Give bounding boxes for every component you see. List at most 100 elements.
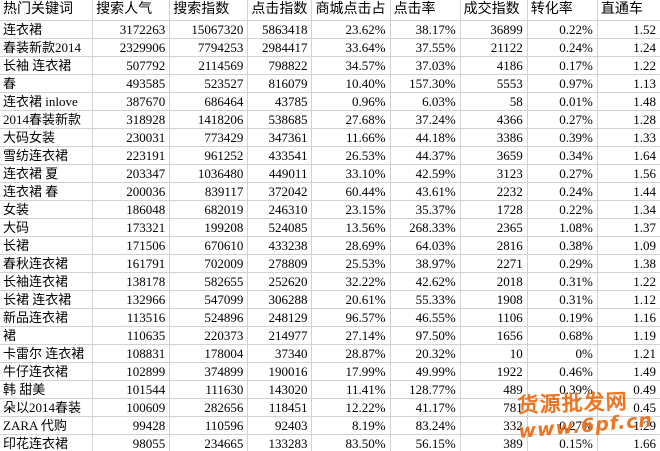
value-cell[interactable]: 0.22% xyxy=(526,20,598,39)
value-cell[interactable]: 773429 xyxy=(169,128,249,147)
keyword-cell[interactable]: 朵以2014春装 xyxy=(0,398,94,417)
value-cell[interactable]: 92403 xyxy=(247,416,313,435)
value-cell[interactable]: 0.27% xyxy=(526,416,598,435)
value-cell[interactable]: 2984417 xyxy=(247,38,313,57)
value-cell[interactable]: 10 xyxy=(459,344,528,363)
value-cell[interactable]: 268.33% xyxy=(389,218,461,237)
value-cell[interactable]: 200036 xyxy=(92,182,171,201)
value-cell[interactable]: 0.97% xyxy=(526,74,598,93)
value-cell[interactable]: 21122 xyxy=(459,38,528,57)
value-cell[interactable]: 839117 xyxy=(169,182,249,201)
value-cell[interactable]: 1.24 xyxy=(596,38,660,57)
value-cell[interactable]: 5553 xyxy=(459,74,528,93)
value-cell[interactable]: 1.56 xyxy=(596,164,660,183)
value-cell[interactable]: 26.53% xyxy=(311,146,391,165)
keyword-cell[interactable]: 大码 xyxy=(0,218,94,237)
value-cell[interactable]: 0.19% xyxy=(526,308,598,327)
value-cell[interactable]: 538685 xyxy=(247,110,313,129)
value-cell[interactable]: 2329906 xyxy=(92,38,171,57)
value-cell[interactable]: 100609 xyxy=(92,398,171,417)
value-cell[interactable]: 2816 xyxy=(459,236,528,255)
keyword-cell[interactable]: 雪纺连衣裙 xyxy=(0,146,94,165)
value-cell[interactable]: 0.96% xyxy=(311,92,391,111)
keyword-cell[interactable]: 春装新款2014 xyxy=(0,38,94,57)
value-cell[interactable]: 523527 xyxy=(169,74,249,93)
value-cell[interactable]: 34.57% xyxy=(311,56,391,75)
value-cell[interactable]: 33.64% xyxy=(311,38,391,57)
keyword-cell[interactable]: 新品连衣裙 xyxy=(0,308,94,327)
value-cell[interactable]: 11.66% xyxy=(311,128,391,147)
value-cell[interactable]: 214977 xyxy=(247,326,313,345)
keyword-cell[interactable]: 连衣裙 xyxy=(0,20,94,39)
value-cell[interactable]: 347361 xyxy=(247,128,313,147)
value-cell[interactable]: 0.45 xyxy=(596,398,660,417)
value-cell[interactable]: 702009 xyxy=(169,254,249,273)
value-cell[interactable]: 6.03% xyxy=(389,92,461,111)
column-header[interactable]: 搜索指数 xyxy=(169,0,249,21)
value-cell[interactable]: 230031 xyxy=(92,128,171,147)
value-cell[interactable]: 27.68% xyxy=(311,110,391,129)
value-cell[interactable]: 1.21 xyxy=(596,344,660,363)
value-cell[interactable]: 2114569 xyxy=(169,56,249,75)
value-cell[interactable]: 37.55% xyxy=(389,38,461,57)
value-cell[interactable]: 670610 xyxy=(169,236,249,255)
value-cell[interactable]: 98055 xyxy=(92,434,171,451)
value-cell[interactable]: 23.62% xyxy=(311,20,391,39)
value-cell[interactable]: 0.24% xyxy=(526,182,598,201)
value-cell[interactable]: 42.59% xyxy=(389,164,461,183)
value-cell[interactable]: 1922 xyxy=(459,362,528,381)
value-cell[interactable]: 1.34 xyxy=(596,200,660,219)
value-cell[interactable]: 1106 xyxy=(459,308,528,327)
value-cell[interactable]: 252620 xyxy=(247,272,313,291)
value-cell[interactable]: 110596 xyxy=(169,416,249,435)
value-cell[interactable]: 43.61% xyxy=(389,182,461,201)
value-cell[interactable]: 3659 xyxy=(459,146,528,165)
column-header[interactable]: 搜索人气 xyxy=(92,0,171,21)
value-cell[interactable]: 374899 xyxy=(169,362,249,381)
value-cell[interactable]: 64.03% xyxy=(389,236,461,255)
value-cell[interactable]: 332 xyxy=(459,416,528,435)
value-cell[interactable]: 17.99% xyxy=(311,362,391,381)
value-cell[interactable]: 0.39% xyxy=(526,380,598,399)
keyword-cell[interactable]: 春秋连衣裙 xyxy=(0,254,94,273)
value-cell[interactable]: 173321 xyxy=(92,218,171,237)
value-cell[interactable]: 113516 xyxy=(92,308,171,327)
value-cell[interactable]: 0.31% xyxy=(526,290,598,309)
value-cell[interactable]: 49.99% xyxy=(389,362,461,381)
value-cell[interactable]: 1.44 xyxy=(596,182,660,201)
value-cell[interactable]: 44.37% xyxy=(389,146,461,165)
value-cell[interactable]: 3386 xyxy=(459,128,528,147)
value-cell[interactable]: 0.31% xyxy=(526,272,598,291)
value-cell[interactable]: 0.01% xyxy=(526,92,598,111)
value-cell[interactable]: 37.24% xyxy=(389,110,461,129)
value-cell[interactable]: 1.12 xyxy=(596,290,660,309)
keyword-cell[interactable]: 韩 甜美 xyxy=(0,380,94,399)
keyword-cell[interactable]: 春 xyxy=(0,74,94,93)
value-cell[interactable]: 118451 xyxy=(247,398,313,417)
value-cell[interactable]: 10.40% xyxy=(311,74,391,93)
value-cell[interactable]: 507792 xyxy=(92,56,171,75)
value-cell[interactable]: 582655 xyxy=(169,272,249,291)
value-cell[interactable]: 1728 xyxy=(459,200,528,219)
column-header[interactable]: 点击指数 xyxy=(247,0,313,21)
value-cell[interactable]: 102899 xyxy=(92,362,171,381)
value-cell[interactable]: 8.19% xyxy=(311,416,391,435)
value-cell[interactable]: 0.38% xyxy=(526,236,598,255)
value-cell[interactable]: 389 xyxy=(459,434,528,451)
value-cell[interactable]: 1.19 xyxy=(596,326,660,345)
value-cell[interactable]: 306288 xyxy=(247,290,313,309)
value-cell[interactable]: 0.27% xyxy=(526,164,598,183)
value-cell[interactable]: 433238 xyxy=(247,236,313,255)
value-cell[interactable]: 1.64 xyxy=(596,146,660,165)
keyword-cell[interactable]: 2014春装新款 xyxy=(0,110,94,129)
value-cell[interactable]: 0.22% xyxy=(526,200,598,219)
value-cell[interactable]: 36899 xyxy=(459,20,528,39)
value-cell[interactable]: 0.34% xyxy=(526,146,598,165)
value-cell[interactable]: 0.15% xyxy=(526,434,598,451)
value-cell[interactable]: 5863418 xyxy=(247,20,313,39)
value-cell[interactable]: 43785 xyxy=(247,92,313,111)
value-cell[interactable]: 83.24% xyxy=(389,416,461,435)
value-cell[interactable]: 199208 xyxy=(169,218,249,237)
value-cell[interactable]: 0.39% xyxy=(526,128,598,147)
value-cell[interactable]: 1.38 xyxy=(596,254,660,273)
